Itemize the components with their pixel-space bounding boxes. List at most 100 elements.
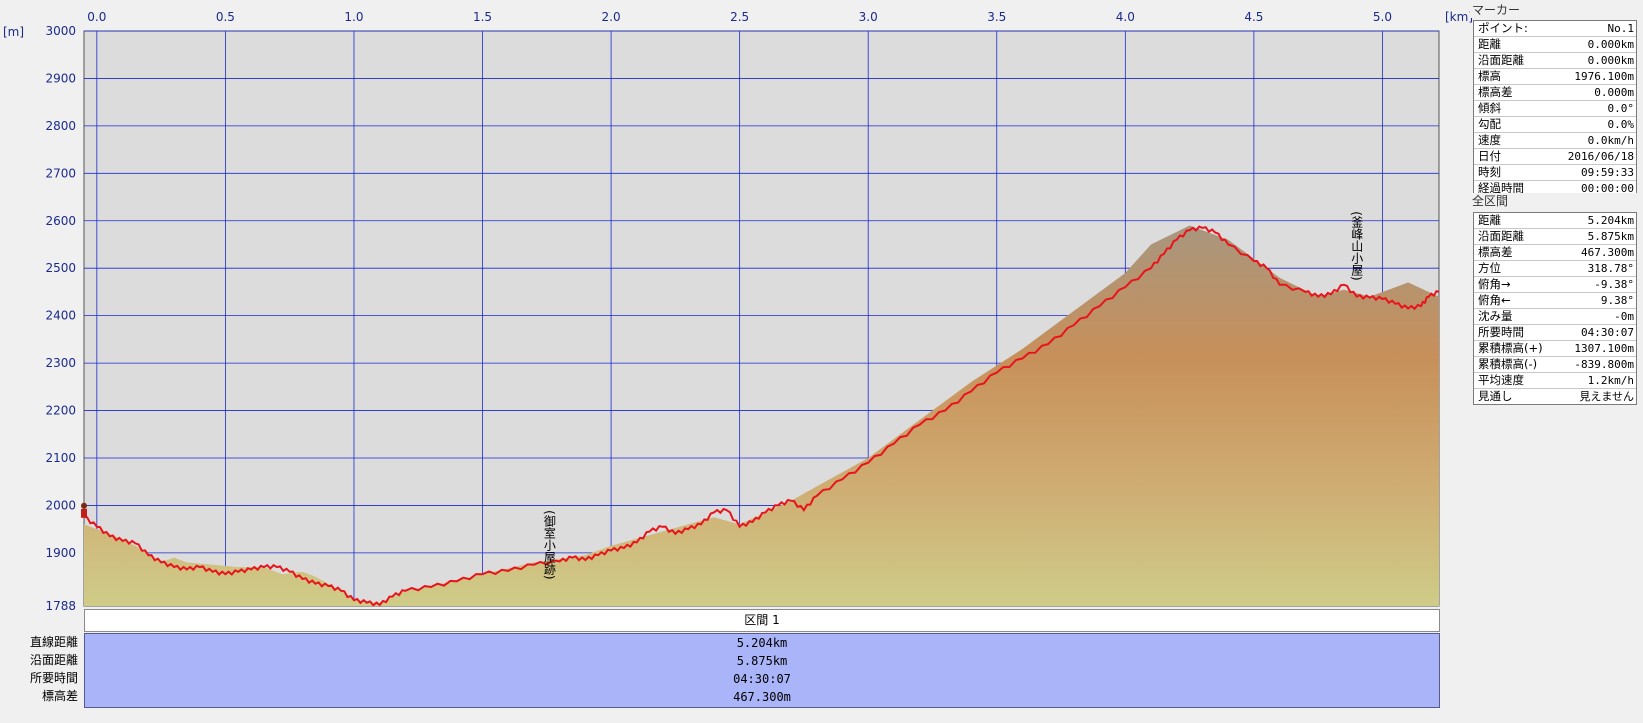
row-label: 累積標高(-) — [1478, 357, 1538, 371]
panel-row: 標高差 0.000m — [1474, 85, 1636, 101]
y-axis-ticks: 3000 2900 2800 2700 2600 2500 2400 2300 2200 2100… — [45, 24, 76, 613]
x-tick-label: 5.0 — [1373, 10, 1392, 24]
y-tick-label: 2100 — [45, 451, 76, 465]
summary-label: 標高差 — [41, 689, 78, 703]
row-label: 距離 — [1478, 37, 1501, 51]
row-value: 00:00:00 — [1581, 182, 1634, 195]
route-annotation: (釜峰山小屋) — [1350, 211, 1364, 280]
total-panel-title: 全区間 — [1470, 193, 1643, 209]
panel-row: 平均速度 1.2km/h — [1474, 373, 1636, 389]
y-tick-label: 2500 — [45, 261, 76, 275]
row-value: 1976.100m — [1574, 70, 1634, 83]
row-value: 9.38° — [1600, 294, 1634, 307]
panel-row: 沿面距離 5.875km — [1474, 229, 1636, 245]
row-value: 1307.100m — [1574, 342, 1634, 355]
row-label: 方位 — [1478, 261, 1501, 275]
summary-label: 沿面距離 — [29, 653, 78, 667]
row-value: 0.000m — [1594, 86, 1634, 99]
summary-labels: 直線距離 沿面距離 所要時間 標高差 — [0, 633, 78, 705]
y-tick-label: 2800 — [45, 119, 76, 133]
summary-label: 所要時間 — [29, 671, 78, 685]
terrain-area — [84, 225, 1439, 606]
marker-body — [81, 508, 87, 518]
row-label: 経過時間 — [1478, 181, 1524, 195]
panel-row: 傾斜 0.0° — [1474, 101, 1636, 117]
panel-row: 勾配 0.0% — [1474, 117, 1636, 133]
row-value: 0.000km — [1587, 54, 1634, 67]
panel-row: 俯角→ -9.38° — [1474, 277, 1636, 293]
marker-panel-title: マーカー — [1470, 2, 1643, 18]
marker-panel: ポイント: No.1 距離 0.000km 沿面距離 0.000km 標高 1976.1… — [1473, 20, 1637, 197]
row-label: 沿面距離 — [1478, 53, 1524, 67]
panel-row: 速度 0.0km/h — [1474, 133, 1636, 149]
row-label: 所要時間 — [1478, 325, 1524, 339]
route-annotations: (御室小屋跡) (釜峰山小屋) — [542, 211, 1363, 579]
panel-row: 日付 2016/06/18 — [1474, 149, 1636, 165]
row-value: 09:59:33 — [1581, 166, 1634, 179]
panel-row: 沿面距離 0.000km — [1474, 53, 1636, 69]
panel-row: 距離 0.000km — [1474, 37, 1636, 53]
panel-row: 沈み量 -0m — [1474, 309, 1636, 325]
y-tick-label: 2200 — [45, 404, 76, 418]
panel-row: 距離 5.204km — [1474, 213, 1636, 229]
row-value: 0.000km — [1587, 38, 1634, 51]
x-tick-label: 0.0 — [87, 10, 106, 24]
total-panel: 距離 5.204km 沿面距離 5.875km 標高差 467.300m 方位 318.… — [1473, 212, 1637, 405]
row-value: 5.875km — [1587, 230, 1634, 243]
row-label: 傾斜 — [1478, 101, 1501, 115]
x-axis-ticks: 0.0 0.5 1.0 1.5 2.0 2.5 3.0 3.5 4.0 4.5 5.0 — [87, 10, 1392, 24]
row-value: 04:30:07 — [1581, 326, 1634, 339]
x-tick-label: 2.0 — [602, 10, 621, 24]
panel-row: 俯角← 9.38° — [1474, 293, 1636, 309]
row-value: -839.800m — [1574, 358, 1634, 371]
row-value: 318.78° — [1587, 262, 1634, 275]
row-label: 平均速度 — [1478, 373, 1524, 387]
x-tick-label: 2.5 — [730, 10, 749, 24]
panel-row: 見通し 見えません — [1474, 389, 1636, 404]
row-value: 1.2km/h — [1587, 374, 1634, 387]
summary-label: 直線距離 — [29, 635, 78, 649]
row-label: 標高差 — [1478, 245, 1513, 259]
row-label: 俯角→ — [1478, 277, 1511, 291]
route-line — [83, 225, 1440, 607]
summary-value: 5.204km — [736, 636, 788, 650]
y-tick-label: 2700 — [45, 166, 76, 180]
row-value: 0.0% — [1607, 118, 1635, 131]
y-tick-label: 2300 — [45, 356, 76, 370]
row-label: 距離 — [1478, 213, 1501, 227]
row-label: 標高差 — [1478, 85, 1513, 99]
row-value: -0m — [1614, 310, 1634, 323]
y-tick-label: 2400 — [45, 309, 76, 323]
y-tick-label: 3000 — [45, 24, 76, 38]
start-marker[interactable] — [81, 502, 87, 518]
marker-head — [81, 502, 87, 509]
panel-row: 経過時間 00:00:00 — [1474, 181, 1636, 196]
y-tick-label: 1788 — [45, 599, 76, 613]
row-label: 沈み量 — [1478, 309, 1513, 323]
row-value: 0.0° — [1607, 102, 1635, 115]
y-tick-label: 1900 — [45, 546, 76, 560]
section-summary-box[interactable]: 5.204km 5.875km 04:30:07 467.300m — [84, 633, 1440, 708]
row-label: 累積標高(+) — [1478, 341, 1543, 355]
panel-row: 累積標高(+) 1307.100m — [1474, 341, 1636, 357]
row-label: 日付 — [1478, 149, 1501, 163]
panel-row: 標高 1976.100m — [1474, 69, 1636, 85]
row-label: 標高 — [1478, 69, 1501, 83]
row-value: 見えません — [1579, 390, 1634, 403]
row-value: 0.0km/h — [1587, 134, 1634, 147]
panel-row: 時刻 09:59:33 — [1474, 165, 1636, 181]
row-value: 467.300m — [1581, 246, 1634, 259]
row-value: 2016/06/18 — [1567, 150, 1634, 163]
x-tick-label: 4.5 — [1244, 10, 1263, 24]
summary-value: 467.300m — [733, 690, 791, 704]
section-header[interactable]: 区間 1 — [84, 609, 1440, 632]
row-value: 5.204km — [1587, 214, 1634, 227]
x-tick-label: 3.5 — [987, 10, 1006, 24]
y-tick-label: 2900 — [45, 71, 76, 85]
row-label: 見通し — [1478, 389, 1513, 403]
summary-value: 04:30:07 — [733, 672, 791, 686]
x-tick-label: 1.0 — [344, 10, 363, 24]
row-label: 沿面距離 — [1478, 229, 1524, 243]
row-label: 時刻 — [1478, 165, 1501, 179]
